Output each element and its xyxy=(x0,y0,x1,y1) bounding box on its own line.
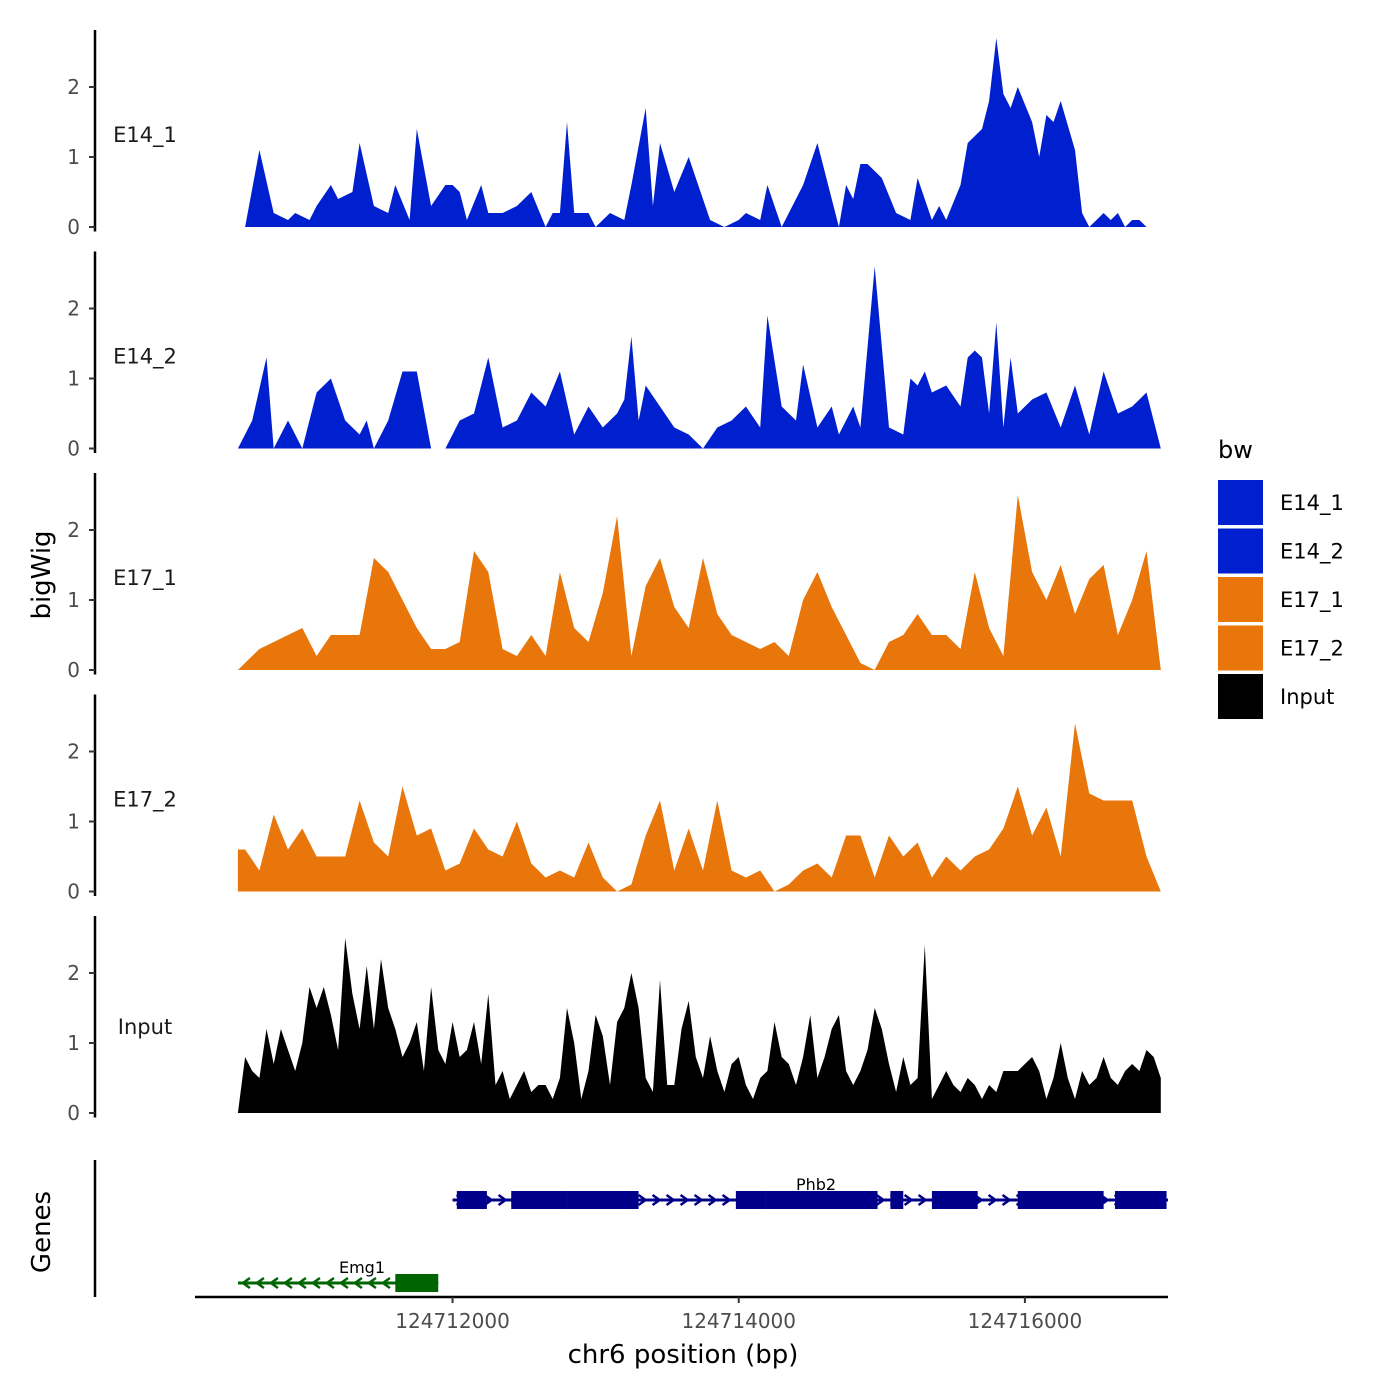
legend-label: Input xyxy=(1280,685,1334,709)
strand-arrow xyxy=(721,1193,732,1207)
signal-tracks: 0 1 2 E14_1 0 1 2 E14_2 0 1 2 E17_1 0 1 2 E17_2 0 1 2 Input xyxy=(67,30,1161,1125)
y-tick-label: 0 xyxy=(67,215,80,239)
strand-arrow xyxy=(917,1193,928,1207)
y-tick-label: 2 xyxy=(67,297,80,321)
strand-arrow xyxy=(352,1276,363,1290)
x-tick-label: 124712000 xyxy=(395,1309,510,1333)
exon xyxy=(1115,1191,1167,1209)
y-tick-label: 0 xyxy=(67,658,80,682)
area-e14-2 xyxy=(237,266,1161,449)
exon xyxy=(1017,1191,1104,1209)
y-tick-label: 2 xyxy=(67,961,80,985)
exon xyxy=(567,1191,639,1209)
area-e17-1 xyxy=(237,495,1161,670)
legend-label: E17_1 xyxy=(1280,588,1344,613)
x-axis: 124712000 124714000 124716000 xyxy=(195,1295,1168,1333)
exon xyxy=(511,1191,568,1209)
track-e14-1: 0 1 2 E14_1 xyxy=(67,30,1161,239)
y-tick-label: 1 xyxy=(67,367,80,391)
legend-label: E14_2 xyxy=(1280,540,1344,565)
exon xyxy=(890,1191,904,1209)
gene-label: Phb2 xyxy=(796,1175,836,1194)
track-label: E17_2 xyxy=(113,788,177,813)
legend-key xyxy=(1218,480,1263,525)
legend-title: bw xyxy=(1218,436,1253,464)
strand-arrow xyxy=(651,1193,662,1207)
legend-label: E17_2 xyxy=(1280,637,1344,662)
gene-emg1: Emg1 xyxy=(237,1258,439,1292)
strand-arrow xyxy=(282,1276,293,1290)
track-label: E17_1 xyxy=(113,566,177,591)
strand-arrow xyxy=(338,1276,349,1290)
y-tick-label: 0 xyxy=(67,880,80,904)
gene-phb2: Phb2 xyxy=(452,1175,1168,1209)
y-tick-label: 1 xyxy=(67,145,80,169)
y-axis-title: bigWig xyxy=(27,530,57,619)
exon xyxy=(931,1191,978,1209)
track-e17-1: 0 1 2 E17_1 xyxy=(67,473,1161,682)
strand-arrow xyxy=(254,1276,265,1290)
y-tick-label: 2 xyxy=(67,740,80,764)
track-e17-2: 0 1 2 E17_2 xyxy=(67,694,1161,904)
legend-key xyxy=(1218,625,1263,671)
track-label: E14_2 xyxy=(113,345,177,370)
track-label: Input xyxy=(118,1015,172,1039)
strand-arrow xyxy=(693,1193,704,1207)
x-tick-label: 124714000 xyxy=(681,1309,796,1333)
strand-arrow xyxy=(497,1193,508,1207)
y-tick-label: 1 xyxy=(67,810,80,834)
x-axis-title: chr6 position (bp) xyxy=(568,1340,799,1370)
gene-track: Phb2 Emg1 xyxy=(93,1160,1168,1297)
track-e14-2: 0 1 2 E14_2 xyxy=(67,251,1161,461)
exon xyxy=(395,1274,439,1292)
strand-arrow xyxy=(268,1276,279,1290)
legend-key xyxy=(1218,674,1263,719)
strand-arrow xyxy=(380,1276,391,1290)
y-tick-label: 0 xyxy=(67,437,80,461)
x-tick-label: 124716000 xyxy=(968,1309,1083,1333)
strand-arrow xyxy=(665,1193,676,1207)
y-tick-label: 0 xyxy=(67,1101,80,1125)
y-tick-label: 1 xyxy=(67,1031,80,1055)
strand-arrow xyxy=(324,1276,335,1290)
legend: bw E14_1 E14_2 E17_1 E17_2 Input xyxy=(1218,436,1344,719)
legend-key xyxy=(1218,528,1263,574)
strand-arrow xyxy=(296,1276,307,1290)
y-tick-label: 1 xyxy=(67,588,80,612)
gene-label: Emg1 xyxy=(339,1258,385,1277)
strand-arrow xyxy=(987,1193,998,1207)
area-e14-1 xyxy=(245,38,1161,227)
area-e17-2 xyxy=(237,723,1161,892)
track-label: E14_1 xyxy=(113,123,177,148)
strand-arrow xyxy=(366,1276,377,1290)
strand-arrow xyxy=(310,1276,321,1290)
exon xyxy=(765,1191,878,1209)
y-tick-label: 2 xyxy=(67,75,80,99)
legend-label: E14_1 xyxy=(1280,491,1344,516)
strand-arrow xyxy=(679,1193,690,1207)
strand-arrow xyxy=(875,1193,886,1207)
legend-key xyxy=(1218,577,1263,622)
area-input xyxy=(237,938,1161,1113)
strand-arrow xyxy=(240,1276,251,1290)
strand-arrow xyxy=(903,1193,914,1207)
strand-arrow xyxy=(1001,1193,1012,1207)
genes-axis-title: Genes xyxy=(27,1191,57,1273)
y-tick-label: 2 xyxy=(67,518,80,542)
exon xyxy=(456,1191,487,1209)
track-input: 0 1 2 Input xyxy=(67,916,1161,1125)
strand-arrow xyxy=(707,1193,718,1207)
exon xyxy=(735,1191,766,1209)
strand-arrow xyxy=(637,1193,648,1207)
